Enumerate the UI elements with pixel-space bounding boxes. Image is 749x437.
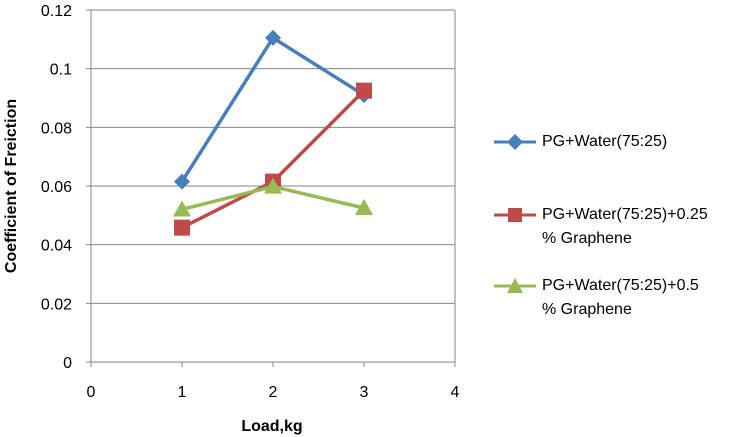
x-axis-title: Load,kg xyxy=(241,418,302,435)
square-marker-icon xyxy=(494,208,536,222)
diamond-marker-icon xyxy=(494,134,536,150)
axes xyxy=(86,9,456,367)
gridlines xyxy=(91,9,455,304)
series-line xyxy=(181,89,366,230)
data-point-square xyxy=(174,219,190,236)
data-point-triangle xyxy=(264,177,282,194)
data-point-triangle xyxy=(173,200,191,217)
series-2 xyxy=(174,82,372,236)
series-line xyxy=(180,36,365,183)
series-1 xyxy=(174,29,372,190)
legend-label: PG+Water(75:25)+0.5 % Graphene xyxy=(542,277,699,318)
y-tick-label: 0 xyxy=(63,355,72,372)
x-tick-label: 4 xyxy=(451,384,460,401)
y-tick-label: 0.12 xyxy=(41,3,72,20)
y-tick-label: 0.08 xyxy=(41,120,72,137)
series-3 xyxy=(173,177,373,217)
x-tick-labels: 0 1 2 3 4 xyxy=(87,384,460,401)
y-tick-label: 0.04 xyxy=(41,238,72,255)
legend-label: PG+Water(75:25) xyxy=(542,133,668,150)
data-point-diamond xyxy=(265,29,281,46)
data-series xyxy=(173,29,373,236)
x-tick-label: 3 xyxy=(360,384,369,401)
y-axis-title: Coefficient of Freiction xyxy=(3,99,20,273)
data-point-square xyxy=(356,82,372,99)
y-tick-label: 0.1 xyxy=(50,62,72,79)
legend-label: PG+Water(75:25)+0.25 % Graphene xyxy=(542,206,708,247)
x-tick-label: 1 xyxy=(178,384,187,401)
y-tick-label: 0.06 xyxy=(41,179,72,196)
y-tick-labels: 0 0.02 0.04 0.06 0.08 0.1 0.12 xyxy=(41,3,72,372)
x-tick-label: 2 xyxy=(269,384,278,401)
data-point-diamond xyxy=(174,173,190,190)
y-tick-label: 0.02 xyxy=(41,296,72,313)
x-tick-label: 0 xyxy=(87,384,96,401)
data-point-triangle xyxy=(355,199,373,215)
triangle-marker-icon xyxy=(494,278,536,293)
